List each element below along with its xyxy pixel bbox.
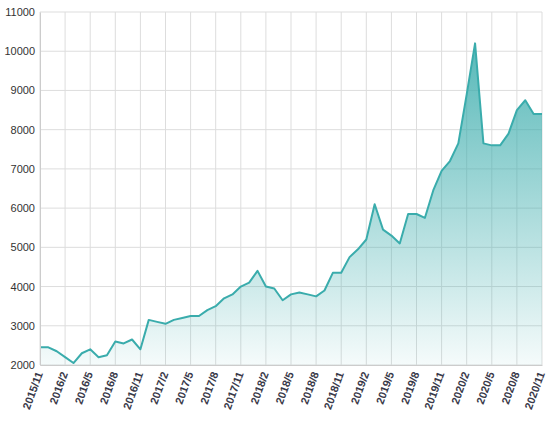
grid-line (65, 12, 66, 365)
tick: 2020/5 (474, 365, 497, 406)
tick-label: 6000 (11, 202, 35, 214)
grid-line (140, 12, 141, 365)
tick-label: 2020/5 (474, 370, 497, 406)
tick: 10000 (4, 45, 40, 57)
axis-line (40, 13, 41, 366)
tick-label: 2020/8 (499, 370, 522, 406)
tick: 2016/5 (72, 365, 95, 406)
tick: 2015/11 (20, 365, 45, 411)
axis-line (41, 365, 543, 366)
tick-label: 4000 (11, 281, 35, 293)
tick: 2018/5 (273, 365, 296, 406)
tick: 2018/11 (321, 365, 346, 411)
tick: 2019/2 (348, 365, 371, 406)
tick-label: 2018/2 (248, 370, 271, 406)
tick: 2019/11 (422, 365, 447, 411)
tick: 2016/11 (121, 365, 146, 411)
tick-label: 2018/5 (273, 370, 296, 406)
tick: 2020/8 (499, 365, 522, 406)
tick: 2020/11 (522, 365, 547, 411)
tick-label: 2016/5 (72, 370, 95, 406)
area (40, 43, 542, 365)
tick: 4000 (11, 281, 40, 293)
tick: 2017/8 (198, 365, 221, 406)
grid-line (90, 12, 91, 365)
tick: 2019/5 (373, 365, 396, 406)
tick-label: 2019/8 (399, 370, 422, 406)
tick-label: 10000 (4, 45, 35, 57)
tick-label: 2019/11 (422, 370, 447, 411)
plot: 2000 3000 4000 5000 6000 7000 8000 9000 10000 110… (4, 6, 546, 411)
y-axis: 2000 3000 4000 5000 6000 7000 8000 9000 10000 110… (4, 6, 40, 371)
tick-label: 2017/5 (173, 370, 196, 406)
tick-label: 2016/2 (47, 370, 70, 406)
tick-label: 11000 (5, 6, 35, 18)
tick-label: 2017/11 (221, 370, 246, 411)
grid (40, 12, 542, 365)
tick-label: 2017/2 (148, 370, 171, 406)
tick-label: 7000 (11, 163, 35, 175)
tick-label: 3000 (11, 320, 35, 332)
tick-label: 2015/11 (20, 370, 45, 411)
tick: 7000 (11, 163, 40, 175)
tick: 2019/8 (399, 365, 422, 406)
x-axis: 2015/112016/22016/52016/82016/112017/220… (20, 365, 547, 411)
tick-label: 2000 (11, 359, 35, 371)
tick-label: 2019/2 (348, 370, 371, 406)
tick: 2017/11 (221, 365, 246, 411)
grid-line (115, 12, 116, 365)
tick: 6000 (11, 202, 40, 214)
tick-label: 5000 (11, 241, 35, 253)
tick-label: 2018/8 (298, 370, 321, 406)
tick: 8000 (11, 124, 40, 136)
tick-label: 2016/8 (97, 370, 120, 406)
chart: 2000 3000 4000 5000 6000 7000 8000 9000 10000 110… (0, 0, 550, 423)
tick: 2018/2 (248, 365, 271, 406)
tick-label: 2018/11 (321, 370, 346, 411)
marks (40, 43, 542, 365)
tick: 2017/5 (173, 365, 196, 406)
tick: 2020/2 (449, 365, 472, 406)
tick: 11000 (5, 6, 40, 18)
tick: 2000 (11, 359, 40, 371)
grid-line (40, 12, 41, 365)
tick-label: 2020/2 (449, 370, 472, 406)
line (40, 43, 542, 363)
tick-label: 2016/11 (121, 370, 146, 411)
grid-line (165, 12, 166, 365)
tick: 3000 (11, 320, 40, 332)
tick-label: 2020/11 (522, 370, 547, 411)
tick-label: 2019/5 (373, 370, 396, 406)
tick: 9000 (11, 84, 40, 96)
grid-line (190, 12, 191, 365)
tick: 5000 (11, 241, 40, 253)
tick: 2018/8 (298, 365, 321, 406)
tick-label: 8000 (11, 124, 35, 136)
tick: 2016/8 (97, 365, 120, 406)
tick-label: 9000 (11, 84, 35, 96)
tick: 2017/2 (148, 365, 171, 406)
tick-label: 2017/8 (198, 370, 221, 406)
tick: 2016/2 (47, 365, 70, 406)
